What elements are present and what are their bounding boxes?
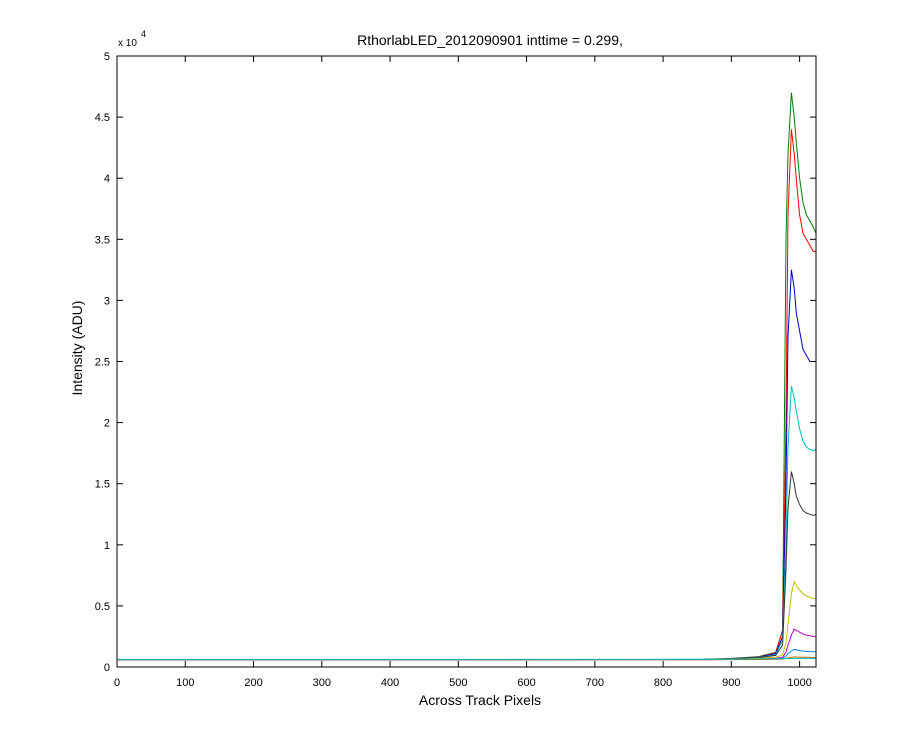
x-tick-label: 400 <box>381 677 399 689</box>
y-tick-label: 4.5 <box>95 112 110 124</box>
series-group <box>117 92 817 661</box>
y-tick-label: 3.5 <box>95 234 110 246</box>
x-tick-label: 900 <box>722 677 740 689</box>
y-multiplier-base: x 10 <box>118 38 137 49</box>
y-tick-label: 4 <box>104 173 110 185</box>
plot-background <box>117 56 816 667</box>
x-tick-label: 1000 <box>787 677 811 689</box>
y-tick-label: 5 <box>104 51 110 63</box>
x-tick-label: 0 <box>114 677 120 689</box>
y-tick-label: 1.5 <box>95 479 110 491</box>
y-tick-label: 3 <box>104 295 110 307</box>
y-tick-label: 0.5 <box>95 601 110 613</box>
y-tick-label: 0 <box>104 662 110 674</box>
chart-title: RthorlabLED_2012090901 inttime = 0.299, <box>357 32 623 48</box>
x-tick-label: 600 <box>517 677 535 689</box>
x-tick-label: 200 <box>244 677 262 689</box>
x-tick-label: 700 <box>586 677 604 689</box>
x-axis-label: Across Track Pixels <box>419 692 541 708</box>
x-tick-label: 500 <box>449 677 467 689</box>
y-tick-label: 2.5 <box>95 357 110 369</box>
x-tick-label: 800 <box>654 677 672 689</box>
y-tick-label: 1 <box>104 540 110 552</box>
tick-group: 0 100 200 300 400 500 600 700 800 900 1000 0 0.5 1 1.5… <box>95 51 816 689</box>
y-tick-label: 2 <box>104 418 110 430</box>
y-axis-label: Intensity (ADU) <box>69 301 85 396</box>
x-tick-label: 300 <box>313 677 331 689</box>
y-multiplier-exponent: 4 <box>141 29 146 39</box>
series-line-10 <box>117 657 816 660</box>
plot-frame <box>116 55 817 668</box>
x-tick-label: 100 <box>176 677 194 689</box>
